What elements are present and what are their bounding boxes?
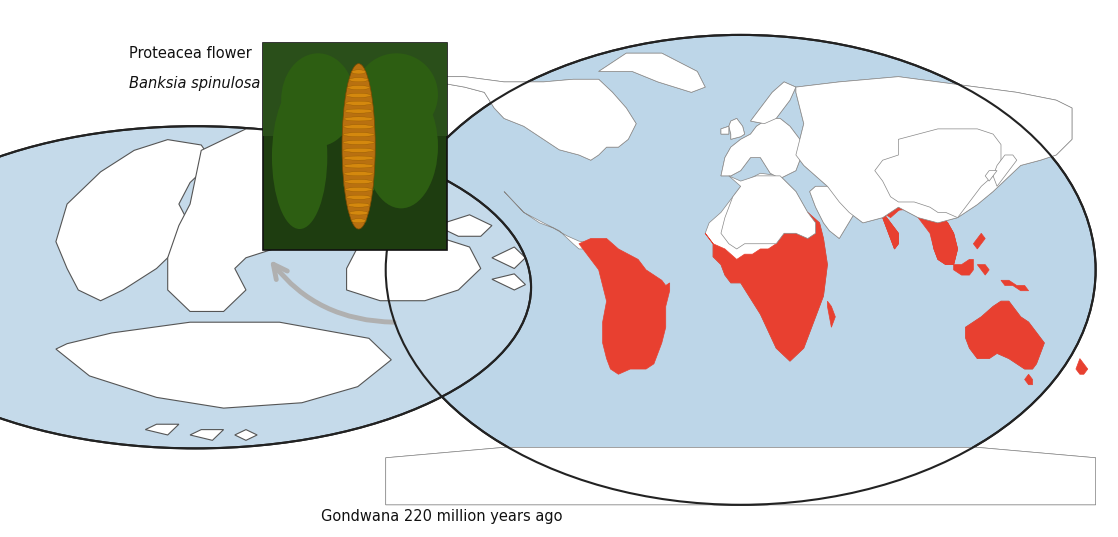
Ellipse shape [351,70,366,74]
Polygon shape [874,129,1001,217]
Text: Banksia spinulosa: Banksia spinulosa [129,76,260,91]
Polygon shape [977,265,989,275]
Polygon shape [985,171,997,181]
Ellipse shape [343,125,375,129]
Polygon shape [145,424,179,435]
Polygon shape [436,215,492,236]
Polygon shape [721,126,729,134]
Circle shape [0,126,531,448]
Polygon shape [930,213,958,265]
Polygon shape [705,173,827,361]
Polygon shape [966,301,1044,369]
Polygon shape [56,322,391,408]
Polygon shape [721,126,729,134]
Polygon shape [386,447,1096,505]
Polygon shape [492,274,525,290]
Polygon shape [504,192,593,249]
Ellipse shape [344,179,373,184]
Ellipse shape [356,53,438,136]
Polygon shape [409,77,636,160]
Polygon shape [729,119,745,139]
Polygon shape [721,119,804,178]
Ellipse shape [343,172,373,176]
Polygon shape [974,233,985,249]
Ellipse shape [343,156,375,160]
Polygon shape [809,186,855,238]
Ellipse shape [344,109,373,113]
Ellipse shape [343,148,375,153]
Polygon shape [729,119,745,139]
Polygon shape [871,202,899,249]
Ellipse shape [342,64,376,229]
Polygon shape [492,247,525,268]
Polygon shape [235,430,257,440]
Polygon shape [993,155,1016,186]
Polygon shape [827,301,835,327]
Polygon shape [871,202,899,249]
Text: Gondwana 220 million years ago: Gondwana 220 million years ago [321,509,562,524]
Polygon shape [579,238,670,374]
Ellipse shape [343,164,375,168]
Polygon shape [938,249,946,265]
Ellipse shape [351,219,366,223]
Ellipse shape [349,78,368,82]
Polygon shape [335,150,436,204]
Ellipse shape [364,84,438,208]
Polygon shape [347,129,391,150]
Ellipse shape [351,186,367,222]
Ellipse shape [343,117,373,121]
Text: Proteacea flower: Proteacea flower [129,46,252,61]
Ellipse shape [345,101,372,105]
Ellipse shape [347,93,371,98]
Polygon shape [347,236,481,301]
Ellipse shape [351,180,367,216]
Polygon shape [721,176,816,249]
Ellipse shape [272,84,328,229]
Polygon shape [168,129,358,311]
Ellipse shape [343,140,375,144]
Ellipse shape [345,187,372,192]
Ellipse shape [345,114,371,158]
Polygon shape [705,213,827,361]
Polygon shape [56,140,212,301]
Ellipse shape [281,53,356,147]
Polygon shape [1024,374,1033,384]
Ellipse shape [344,101,373,150]
Ellipse shape [343,133,375,136]
Ellipse shape [343,151,375,191]
Polygon shape [993,155,1016,186]
Polygon shape [1001,280,1029,291]
Polygon shape [599,53,705,92]
Polygon shape [750,82,796,124]
Polygon shape [954,259,974,275]
Polygon shape [750,82,796,124]
FancyBboxPatch shape [263,43,447,136]
Polygon shape [409,77,636,160]
Ellipse shape [343,148,375,186]
Ellipse shape [386,35,1096,505]
Polygon shape [796,77,1072,223]
Ellipse shape [348,85,370,90]
Polygon shape [869,192,958,265]
FancyBboxPatch shape [263,43,447,250]
Polygon shape [1076,359,1088,374]
Polygon shape [871,197,958,265]
Polygon shape [809,186,855,238]
Ellipse shape [349,211,368,215]
Polygon shape [985,171,997,181]
Ellipse shape [348,203,370,207]
Polygon shape [796,77,1072,223]
Polygon shape [721,119,804,178]
Polygon shape [966,301,1044,369]
Polygon shape [386,447,1096,505]
Polygon shape [190,430,224,440]
Ellipse shape [347,195,371,199]
Polygon shape [599,53,705,92]
FancyArrowPatch shape [273,264,395,322]
